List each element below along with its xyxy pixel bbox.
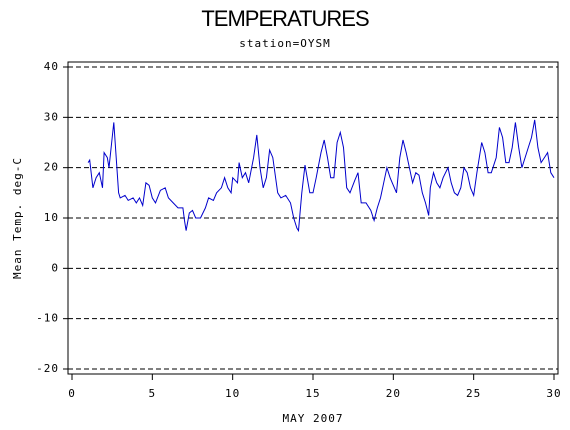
x-tick-label: 15 [305, 387, 320, 400]
x-tick-label: 5 [149, 387, 157, 400]
y-tick-label: 30 [44, 110, 59, 123]
y-tick-label: 10 [44, 211, 59, 224]
chart-subtitle: station=OYSM [239, 37, 330, 50]
y-tick-label: 20 [44, 161, 59, 174]
x-tick-label: 10 [225, 387, 240, 400]
y-tick-label: 0 [51, 261, 59, 274]
x-tick-label: 20 [386, 387, 401, 400]
x-tick-label: 25 [466, 387, 481, 400]
chart-title: TEMPERATURES [201, 6, 369, 31]
x-tick-label: 30 [546, 387, 561, 400]
y-tick-label: -20 [36, 362, 59, 375]
data-line [87, 119, 555, 233]
y-axis-label: Mean Temp. deg-C [11, 157, 24, 279]
x-axis-label: MAY 2007 [283, 412, 344, 425]
y-tick-label: 40 [44, 60, 59, 73]
x-tick-label: 0 [68, 387, 76, 400]
y-tick-label: -10 [36, 312, 59, 325]
